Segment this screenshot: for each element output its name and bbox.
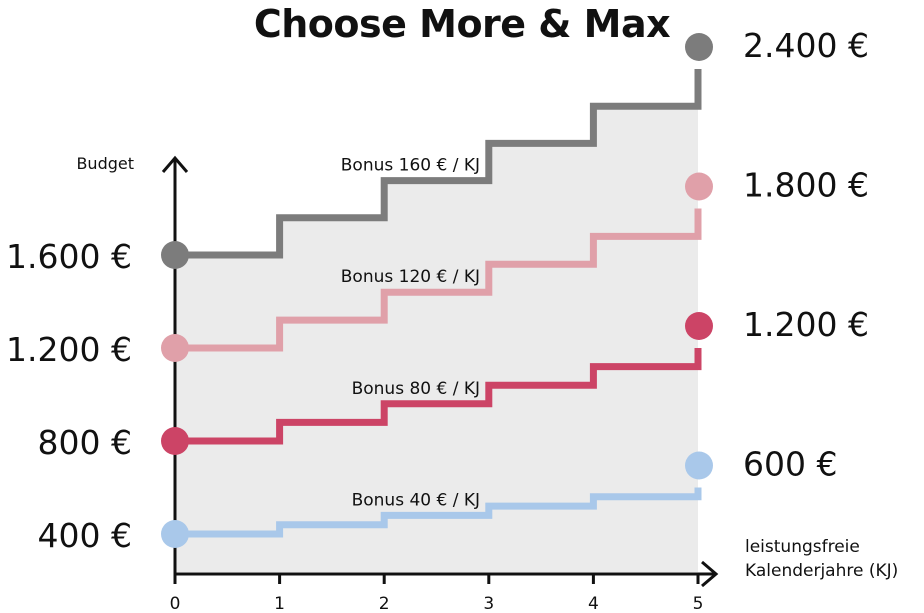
series-line xyxy=(175,69,702,259)
bonus-label: Bonus 80 € / KJ xyxy=(352,379,480,399)
chart-title: Choose More & Max xyxy=(253,2,671,46)
y-axis-arrow xyxy=(161,155,189,173)
x-tick-label: 4 xyxy=(588,594,599,613)
series-end-point xyxy=(685,172,713,201)
series-start-point xyxy=(161,334,189,362)
series-lines-group xyxy=(175,69,702,538)
x-axis-arrow xyxy=(701,560,719,588)
series-end-point xyxy=(685,451,713,480)
series-end-point xyxy=(685,312,713,340)
series-start-label: 800 € xyxy=(38,423,132,462)
series-end-point xyxy=(685,33,713,61)
series-start-label: 1.600 € xyxy=(6,237,132,276)
series-end-label: 1.800 € xyxy=(743,166,869,205)
series-line xyxy=(175,348,702,445)
labels-group: 1.600 € 2.400 € Bonus 160 € / KJ 1.200 € 1.8… xyxy=(6,26,869,555)
bonus-label: Bonus 160 € / KJ xyxy=(341,156,480,176)
x-tick-label: 0 xyxy=(170,594,181,613)
shaded-area xyxy=(175,69,698,572)
series-line xyxy=(175,487,702,538)
series-line xyxy=(175,208,702,352)
series-start-label: 400 € xyxy=(38,516,132,555)
x-tick-label: 3 xyxy=(483,594,494,613)
bonus-label: Bonus 40 € / KJ xyxy=(352,490,480,510)
series-end-label: 1.200 € xyxy=(743,305,869,344)
x-tick-label: 5 xyxy=(693,594,704,613)
x-tick-label: 2 xyxy=(379,594,390,613)
series-start-point xyxy=(161,427,189,455)
x-axis-label: leistungsfreie Kalenderjahre (KJ) xyxy=(745,537,898,581)
series-end-label: 2.400 € xyxy=(743,26,869,65)
axes-group: 0 1 2 3 4 5 Budget leistungsfreie Kalenderjahre … xyxy=(76,154,898,613)
series-start-point xyxy=(161,241,189,269)
series-points-group xyxy=(161,33,713,548)
y-axis-label: Budget xyxy=(76,154,134,173)
bonus-label: Bonus 120 € / KJ xyxy=(341,267,480,287)
series-start-label: 1.200 € xyxy=(6,330,132,369)
x-tick-label: 1 xyxy=(274,594,285,613)
shaded-area-group xyxy=(175,69,698,572)
series-end-label: 600 € xyxy=(743,445,837,484)
series-start-point xyxy=(161,520,189,548)
